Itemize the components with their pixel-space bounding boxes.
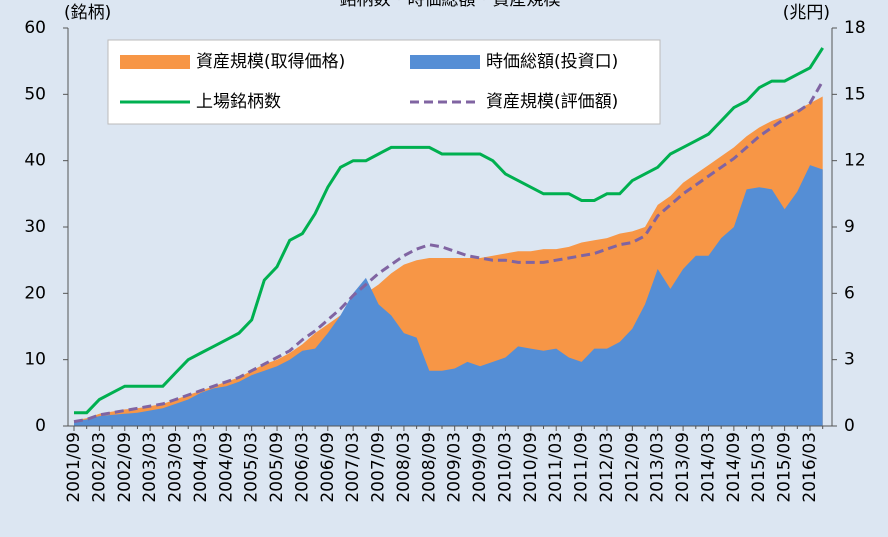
y2-tick-label: 12 <box>844 151 866 171</box>
line <box>73 80 825 424</box>
x-tick-label: 2014/03 <box>698 432 718 503</box>
legend-label: 資産規模(評価額) <box>486 92 618 112</box>
x-tick-label: 2012/09 <box>622 432 642 503</box>
x-tick-label: 2001/09 <box>64 432 84 503</box>
legend-box <box>107 39 661 125</box>
x-tick-label: 2016/03 <box>800 432 820 503</box>
y2-tick-label: 18 <box>844 18 866 38</box>
x-tick-label: 2009/09 <box>470 432 490 503</box>
x-tick-label: 2009/03 <box>445 432 465 503</box>
x-tick-label: 2015/03 <box>749 432 769 503</box>
y2-tick-label: 15 <box>844 84 866 104</box>
x-tick-label: 2011/09 <box>572 432 592 503</box>
x-tick-label: 2014/09 <box>724 432 744 503</box>
x-tick-label: 2010/09 <box>521 432 541 503</box>
x-tick-label: 2004/09 <box>216 432 236 503</box>
y-tick-label: 50 <box>24 84 46 104</box>
x-tick-label: 2008/03 <box>394 432 414 503</box>
x-tick-label: 2003/03 <box>140 432 160 503</box>
x-tick-label: 2011/03 <box>546 432 566 503</box>
y2-tick-label: 6 <box>844 283 855 303</box>
x-tick-label: 2004/03 <box>191 432 211 503</box>
legend: 資産規模(取得価格) 時価総額(投資口) 上場銘柄数 資産規模(評価額) <box>107 39 661 125</box>
y-unit-label: (銘柄) <box>64 3 111 23</box>
x-tick-label: 2015/09 <box>775 432 795 503</box>
chart-title: 銘柄数・時価総額・資産規模 <box>340 0 561 10</box>
y2-tick-label: 0 <box>844 416 855 436</box>
y-tick-label: 60 <box>24 18 46 38</box>
x-tick-label: 2010/03 <box>495 432 515 503</box>
x-tick-label: 2008/09 <box>419 432 439 503</box>
x-tick-label: 2006/03 <box>292 432 312 503</box>
y2-tick-label: 3 <box>844 350 855 370</box>
x-tick-label: 2013/03 <box>648 432 668 503</box>
y-tick-label: 40 <box>24 151 46 171</box>
x-tick-label: 2003/09 <box>166 432 186 503</box>
y-tick-label: 20 <box>24 283 46 303</box>
legend-label: 時価総額(投資口) <box>486 52 618 72</box>
x-tick-label: 2002/03 <box>89 432 109 503</box>
y-tick-label: 10 <box>24 350 46 370</box>
x-tick-label: 2005/09 <box>267 432 287 503</box>
legend-label: 資産規模(取得価格) <box>196 52 345 72</box>
y2-tick-label: 9 <box>844 217 855 237</box>
y-tick-label: 30 <box>24 217 46 237</box>
x-tick-label: 2012/03 <box>597 432 617 503</box>
x-tick-label: 2005/03 <box>242 432 262 503</box>
y-tick-label: 0 <box>35 416 46 436</box>
area <box>74 165 823 426</box>
x-tick-label: 2006/09 <box>318 432 338 503</box>
legend-swatch <box>410 55 480 69</box>
x-tick-label: 2007/09 <box>369 432 389 503</box>
line <box>74 47 824 415</box>
y2-unit-label: (兆円) <box>783 3 830 23</box>
legend-swatch <box>120 55 190 69</box>
legend-label: 上場銘柄数 <box>196 92 281 112</box>
x-tick-label: 2002/09 <box>115 432 135 503</box>
x-tick-label: 2007/03 <box>343 432 363 503</box>
x-tick-label: 2013/09 <box>673 432 693 503</box>
